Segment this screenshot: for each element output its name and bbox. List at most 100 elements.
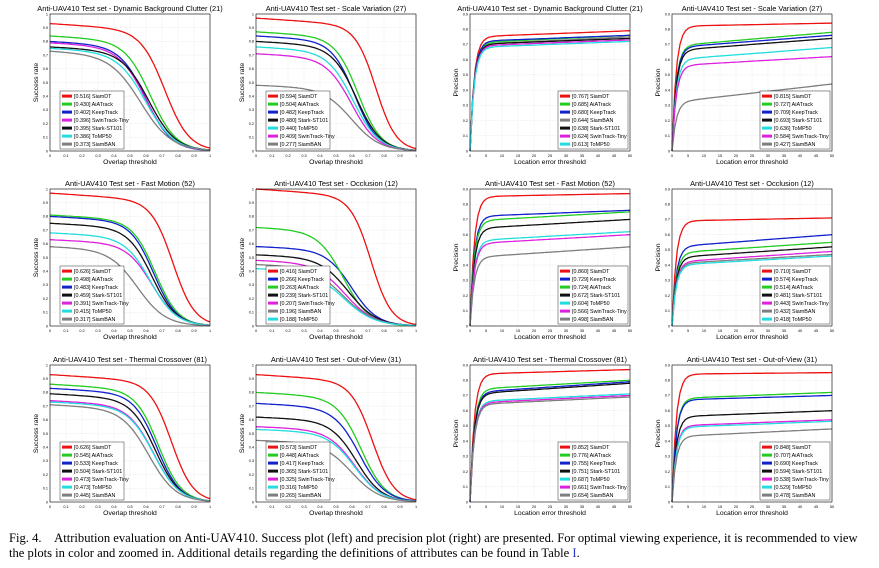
y-tick-label: 0.1 xyxy=(665,485,670,489)
y-tick-label: 0.2 xyxy=(249,297,254,301)
legend-entry: [0.430] AiATrack xyxy=(74,102,113,108)
x-tick-label: 30 xyxy=(766,154,770,158)
chart-title: Anti-UAV410 Test set - Scale Variation (… xyxy=(682,4,823,13)
y-tick-label: 0.2 xyxy=(249,473,254,477)
legend-swatch xyxy=(268,277,278,281)
x-tick-label: 5 xyxy=(485,505,487,509)
x-tick-label: 1 xyxy=(209,154,211,158)
y-tick-label: 0.7 xyxy=(463,394,468,398)
legend-swatch xyxy=(268,102,278,106)
series-line-siamban xyxy=(255,84,417,152)
x-tick-label: 50 xyxy=(830,329,834,333)
x-tick-label: 10 xyxy=(702,329,706,333)
series-line-siamdt xyxy=(49,192,211,323)
y-tick-label: 0.3 xyxy=(43,459,48,463)
series-line-stark-st101 xyxy=(469,218,631,327)
series-line-swintrack-tiny xyxy=(671,55,833,152)
y-tick-label: 0.8 xyxy=(463,28,468,32)
y-tick-label: 0.3 xyxy=(43,108,48,112)
legend-swatch xyxy=(762,309,772,313)
legend-entry: [0.402] KeepTrack xyxy=(74,110,118,116)
chart-title: Anti-UAV410 Test set - Out-of-View (31) xyxy=(271,355,401,364)
x-axis-label: Overlap threshold xyxy=(103,510,157,517)
legend-swatch xyxy=(62,277,72,281)
x-tick-label: 0.6 xyxy=(349,329,354,333)
series-line-siamdt xyxy=(49,373,211,500)
chart-title: Anti-UAV410 Test set - Fast Motion (52) xyxy=(65,179,195,188)
y-tick-label: 0.6 xyxy=(43,242,48,246)
y-tick-label: 0.6 xyxy=(665,409,670,413)
series-line-stark-st101 xyxy=(49,46,211,151)
series-line-stark-st101 xyxy=(671,410,833,503)
x-tick-label: 0.4 xyxy=(317,154,322,158)
x-axis-label: Location error threshold xyxy=(514,510,586,517)
legend-entry: [0.504] AiATrack xyxy=(280,102,319,108)
y-tick-label: 0.3 xyxy=(249,283,254,287)
legend-swatch xyxy=(762,94,772,98)
legend-swatch xyxy=(560,493,570,497)
x-tick-label: 25 xyxy=(548,505,552,509)
legend-swatch xyxy=(62,134,72,138)
y-tick-label: 0.3 xyxy=(665,279,670,283)
series-line-swintrack-tiny xyxy=(255,53,417,152)
x-tick-label: 0.4 xyxy=(111,505,116,509)
plot-frame xyxy=(255,364,417,503)
x-tick-label: 1 xyxy=(415,505,417,509)
y-tick-label: 0.5 xyxy=(249,432,254,436)
y-tick-label: 1 xyxy=(252,12,254,16)
legend-swatch xyxy=(762,102,772,106)
plot-frame xyxy=(49,188,211,327)
legend-entry: [0.693] Stark-ST101 xyxy=(774,118,822,124)
x-tick-label: 0 xyxy=(255,154,257,158)
legend-entry: [0.277] SiamBAN xyxy=(280,142,321,148)
x-tick-label: 0.7 xyxy=(159,505,164,509)
series-line-aiatrack xyxy=(671,241,833,327)
x-tick-label: 45 xyxy=(814,329,818,333)
y-tick-label: 0.5 xyxy=(665,73,670,77)
x-axis-label: Overlap threshold xyxy=(309,159,363,166)
y-tick-label: 0.7 xyxy=(43,53,48,57)
chart-3: 0 5 10 15 20 25 30 35 40 45 50 0 0.1 0.2 0.3 0.4 0.5 0.6 0… xyxy=(453,4,643,166)
legend-swatch xyxy=(268,118,278,122)
legend-entry: [0.482] KeepTrack xyxy=(280,110,324,116)
legend-swatch xyxy=(762,469,772,473)
x-tick-label: 35 xyxy=(782,154,786,158)
legend-swatch xyxy=(268,453,278,457)
plot-frame xyxy=(255,13,417,152)
legend-entry: [0.266] KeepTrack xyxy=(280,277,324,283)
caption-table-link[interactable]: I xyxy=(572,546,577,560)
series-line-swintrack-tiny xyxy=(469,234,631,327)
series-line-tomp50 xyxy=(469,40,631,152)
y-tick-label: 0.6 xyxy=(249,67,254,71)
x-tick-label: 15 xyxy=(718,505,722,509)
y-tick-label: 0.1 xyxy=(665,134,670,138)
series-line-keeptrack xyxy=(469,381,631,503)
x-tick-label: 45 xyxy=(612,329,616,333)
legend-swatch xyxy=(62,469,72,473)
legend-entry: [0.473] SwinTrack-Tiny xyxy=(74,477,129,483)
legend-entry: [0.685] AiATrack xyxy=(572,102,611,108)
x-tick-label: 30 xyxy=(766,329,770,333)
y-tick-label: 0.8 xyxy=(43,391,48,395)
legend-swatch xyxy=(762,269,772,273)
legend-entry: [0.459] Stark-ST101 xyxy=(74,293,122,299)
legend-entry: [0.480] Stark-ST101 xyxy=(280,118,328,124)
series-line-siamban xyxy=(671,83,833,152)
x-tick-label: 0.3 xyxy=(301,154,306,158)
legend-entry: [0.514] AiATrack xyxy=(774,285,813,291)
chart-title: Anti-UAV410 Test set - Thermal Crossover… xyxy=(53,355,207,364)
series-line-siamdt xyxy=(255,17,417,150)
legend-entry: [0.386] ToMP50 xyxy=(74,134,112,140)
series-line-tomp50 xyxy=(671,46,833,152)
y-tick-label: 0.8 xyxy=(43,40,48,44)
legend-swatch xyxy=(62,301,72,305)
y-tick-label: 0.5 xyxy=(463,248,468,252)
x-tick-label: 0.9 xyxy=(397,505,402,509)
y-tick-label: 0 xyxy=(46,149,48,153)
x-tick-label: 0.8 xyxy=(381,329,386,333)
series-line-keeptrack xyxy=(671,394,833,503)
y-tick-label: 0.2 xyxy=(43,473,48,477)
x-tick-label: 0 xyxy=(469,505,471,509)
chart-11: 0 5 10 15 20 25 30 35 40 45 50 0 0.1 0.2 0.3 0.4 0.5 0.6 0… xyxy=(453,355,632,517)
y-tick-label: 1 xyxy=(252,363,254,367)
